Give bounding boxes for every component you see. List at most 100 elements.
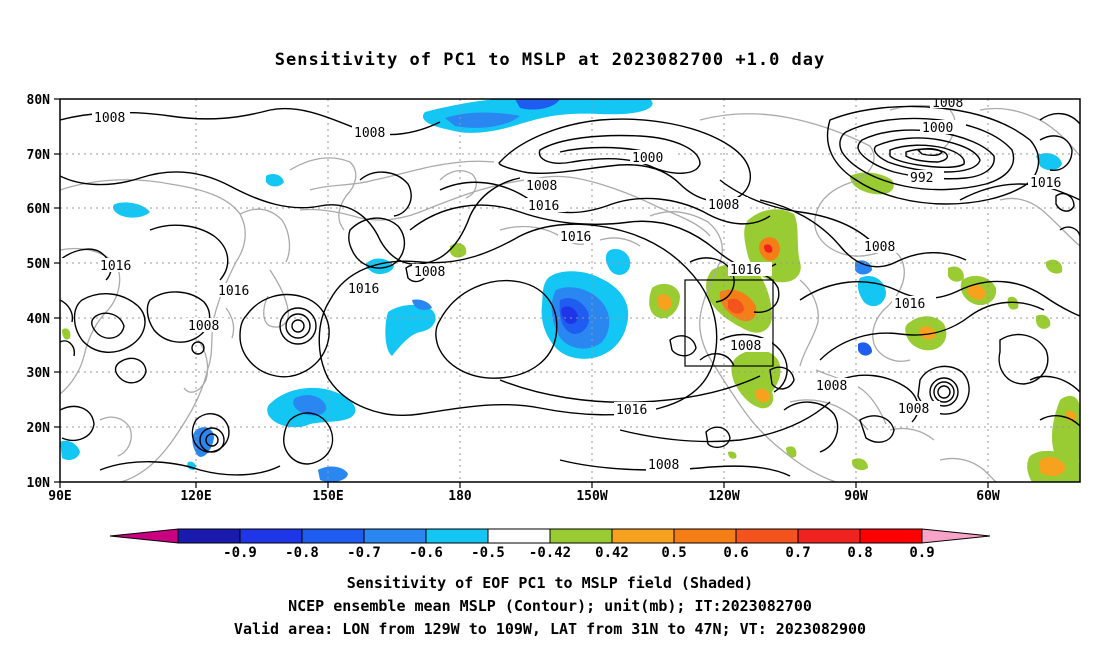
colorbar-segment (673, 528, 737, 544)
contour-label: 1008 (352, 125, 390, 141)
svg-text:1000: 1000 (632, 151, 663, 166)
y-tick-label: 20N (27, 421, 51, 436)
contour-label: 1008 (930, 96, 974, 111)
svg-text:1008: 1008 (414, 265, 445, 280)
svg-text:992: 992 (910, 171, 933, 186)
svg-text:1008: 1008 (648, 458, 679, 473)
x-tick-label: 90E (48, 489, 71, 504)
svg-text:1016: 1016 (348, 282, 379, 297)
contour-label: 1008 (92, 110, 130, 126)
x-tick-label: 150W (576, 489, 607, 504)
svg-text:1016: 1016 (528, 199, 559, 214)
svg-text:1016: 1016 (1030, 176, 1061, 191)
y-tick-label: 40N (27, 312, 51, 327)
y-tick-label: 70N (27, 148, 51, 163)
svg-text:1008: 1008 (730, 339, 761, 354)
contour-label: 1016 (98, 258, 142, 274)
colorbar-label: -0.9 (223, 545, 257, 561)
contour-label: 1008 (728, 338, 772, 354)
valid-area-box (684, 279, 774, 367)
colorbar-label: 0.6 (723, 545, 748, 561)
svg-text:1016: 1016 (100, 259, 131, 274)
colorbar-segment (611, 528, 675, 544)
contour-label: 1008 (186, 318, 224, 334)
colorbar-label: 0.5 (661, 545, 686, 561)
map-frame (59, 98, 1081, 483)
contour-label: 1000 (630, 150, 674, 166)
contour-label: 1008 (896, 401, 940, 417)
svg-text:1008: 1008 (898, 402, 929, 417)
contour-label: 1016 (728, 262, 772, 278)
x-axis-labels: 90E 120E 150E 180 150W 120W 90W 60W (48, 489, 1000, 504)
contour-label: 1000 (920, 120, 966, 136)
colorbar-segment (301, 528, 365, 544)
svg-text:1008: 1008 (94, 111, 125, 126)
svg-text:1008: 1008 (526, 179, 557, 194)
svg-text:1016: 1016 (730, 263, 761, 278)
x-tick-label: 90W (844, 489, 868, 504)
svg-text:1016: 1016 (218, 284, 249, 299)
colorbar-segment (425, 528, 489, 544)
colorbar-segment (177, 528, 241, 544)
colorbar-label: -0.8 (285, 545, 319, 561)
colorbar-segment (797, 528, 861, 544)
svg-text:1016: 1016 (894, 297, 925, 312)
svg-text:1000: 1000 (922, 121, 953, 136)
contour-label: 1016 (558, 229, 598, 245)
colorbar-label: 0.8 (847, 545, 872, 561)
contour-label: 1016 (526, 198, 566, 214)
contour-label: 1016 (1028, 175, 1072, 191)
contour-label: 1008 (814, 378, 858, 394)
y-tick-label: 10N (27, 476, 51, 491)
svg-text:1008: 1008 (864, 240, 895, 255)
caption-line-1: Sensitivity of EOF PC1 to MSLP field (Sh… (346, 574, 754, 592)
colorbar-segment (859, 528, 923, 544)
colorbar-label: 0.7 (785, 545, 810, 561)
colorbar-label: -0.7 (347, 545, 381, 561)
svg-text:1016: 1016 (560, 230, 591, 245)
contour-label: 1008 (524, 178, 564, 194)
y-tick-label: 60N (27, 202, 51, 217)
contour-label: 1008 (60, 258, 64, 272)
svg-text:1008: 1008 (188, 319, 219, 334)
colorbar (109, 528, 991, 544)
y-tick-label: 30N (27, 366, 51, 381)
caption-line-3: Valid area: LON from 129W to 109W, LAT f… (233, 620, 867, 638)
x-tick-label: 120E (180, 489, 211, 504)
caption-line-2: NCEP ensemble mean MSLP (Contour); unit(… (288, 597, 812, 615)
contour-label: 1008 (646, 457, 690, 473)
contour-label-group: 1008 1008 1008 1000 1008 1016 1016 1008 … (60, 96, 1072, 473)
colorbar-segment (549, 528, 613, 544)
colorbar-segment (109, 528, 179, 544)
colorbar-label: -0.6 (409, 545, 443, 561)
colorbar-label: -0.5 (471, 545, 505, 561)
contour-label: 1008 (862, 239, 904, 255)
colorbar-labels: -0.9 -0.8 -0.7 -0.6 -0.5 -0.42 0.42 0.5 0.6 0.7 0.… (223, 545, 935, 561)
map-title: Sensitivity of PC1 to MSLP at 2023082700… (274, 50, 826, 70)
colorbar-segment (487, 528, 551, 544)
y-tick-label: 80N (27, 93, 51, 108)
contour-label: 992 (908, 170, 944, 186)
contour-label: 1016 (614, 402, 656, 418)
colorbar-segment (239, 528, 303, 544)
x-tick-label: 120W (708, 489, 739, 504)
tick-marks (54, 98, 989, 488)
x-tick-label: 60W (976, 489, 1000, 504)
svg-text:1016: 1016 (616, 403, 647, 418)
contour-label: 1016 (346, 281, 386, 297)
svg-text:1008: 1008 (932, 96, 963, 111)
contour-label: 1008 (412, 264, 452, 280)
colorbar-label: 0.9 (909, 545, 934, 561)
colorbar-segment (363, 528, 427, 544)
contour-label: 1008 (706, 197, 748, 213)
colorbar-segment (735, 528, 799, 544)
svg-text:1008: 1008 (708, 198, 739, 213)
x-tick-label: 180 (448, 489, 472, 504)
pressure-contours (60, 105, 1080, 477)
y-tick-label: 50N (27, 257, 51, 272)
contour-label: 1016 (892, 296, 936, 312)
contour-label: 1016 (216, 283, 260, 299)
x-tick-label: 150E (312, 489, 343, 504)
svg-text:1008: 1008 (354, 126, 385, 141)
